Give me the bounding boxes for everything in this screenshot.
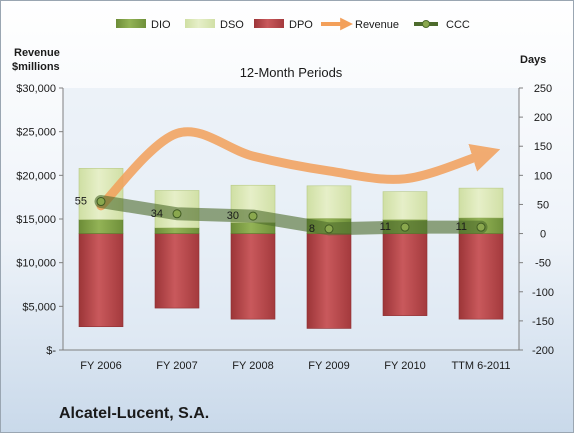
legend-label-dpo: DPO	[289, 19, 313, 31]
bar-dpo	[154, 233, 200, 309]
bar-dio	[154, 227, 200, 234]
left-tick-label: $5,000	[22, 301, 56, 313]
ccc-series: 55 34 30 8 11 11	[75, 195, 488, 236]
chart-title: 12-Month Periods	[240, 65, 343, 80]
right-tick-label: -200	[532, 345, 554, 357]
revenue-series	[96, 127, 501, 211]
legend-label-ccc: CCC	[446, 19, 470, 31]
legend-label-dio: DIO	[151, 19, 171, 31]
right-axis-title: Days	[520, 54, 546, 66]
ccc-data-label: 30	[227, 210, 239, 222]
ccc-line	[94, 195, 488, 236]
ccc-point	[248, 211, 258, 221]
bar-dpo	[230, 233, 276, 320]
left-tick-label: $30,000	[16, 83, 56, 95]
left-tick-label: $20,000	[16, 170, 56, 182]
right-tick-label: 250	[534, 83, 552, 95]
left-axis-title-line1: Revenue	[14, 47, 60, 59]
ccc-point	[172, 209, 182, 219]
bar-dpo	[78, 233, 124, 328]
x-tick-label: FY 2008	[232, 360, 273, 372]
right-tick-label: 100	[534, 170, 552, 182]
legend-label-dso: DSO	[220, 19, 244, 31]
right-tick-label: 150	[534, 141, 552, 153]
right-tick-label: 200	[534, 112, 552, 124]
bar-dpo	[306, 233, 352, 329]
ccc-point	[96, 197, 106, 207]
bar-dio	[78, 219, 124, 234]
x-tick-label: FY 2007	[156, 360, 197, 372]
x-tick-label: FY 2009	[308, 360, 349, 372]
left-tick-label: $15,000	[16, 214, 56, 226]
legend: DIO DSO DPO Revenue CCC	[116, 17, 470, 31]
legend-swatch-dpo	[254, 19, 284, 28]
legend-item-dso: DSO	[185, 19, 244, 31]
ccc-point	[476, 222, 486, 232]
ccc-data-label: 55	[75, 196, 87, 208]
x-tick-label: FY 2010	[384, 360, 425, 372]
ccc-data-label: 11	[380, 221, 391, 233]
bar-dpo	[458, 233, 504, 320]
bar-dso	[458, 187, 504, 219]
bar-dpo	[382, 233, 428, 316]
x-tick-label: TTM 6-2011	[451, 360, 510, 372]
bar-dso	[382, 191, 428, 220]
legend-item-dio: DIO	[116, 19, 171, 31]
revenue-arrow-line	[96, 127, 501, 211]
legend-item-ccc: CCC	[414, 19, 470, 31]
left-axis-title-line2: $millions	[12, 61, 60, 73]
right-tick-label: -150	[532, 316, 554, 328]
ccc-point	[400, 222, 410, 232]
ccc-data-label: 34	[151, 208, 163, 220]
legend-swatch-dio	[116, 19, 146, 28]
right-axis-ticks: -200 -150 -100 -50 0 50 100 150 200 250	[519, 83, 554, 357]
left-tick-label: $10,000	[16, 258, 56, 270]
ccc-point	[324, 224, 334, 234]
right-tick-label: -100	[532, 287, 554, 299]
right-tick-label: 50	[537, 199, 549, 211]
legend-swatch-ccc-marker	[422, 20, 430, 28]
bar-dso	[306, 185, 352, 219]
ccc-data-label: 11	[456, 221, 467, 233]
legend-item-revenue: Revenue	[321, 17, 399, 31]
company-name: Alcatel-Lucent, S.A.	[59, 405, 210, 422]
left-tick-label: $-	[46, 345, 56, 357]
left-tick-label: $25,000	[16, 127, 56, 139]
x-tick-label: FY 2006	[80, 360, 121, 372]
left-axis-ticks: $- $5,000 $10,000 $15,000 $20,000 $25,000 $30,…	[16, 83, 63, 357]
ccc-data-label: 8	[309, 223, 315, 235]
legend-label-revenue: Revenue	[355, 19, 399, 31]
right-tick-label: -50	[535, 258, 551, 270]
x-axis-labels: FY 2006 FY 2007 FY 2008 FY 2009 FY 2010 TTM 6…	[80, 360, 510, 372]
right-tick-label: 0	[540, 229, 546, 241]
legend-swatch-dso	[185, 19, 215, 28]
legend-item-dpo: DPO	[254, 19, 313, 31]
